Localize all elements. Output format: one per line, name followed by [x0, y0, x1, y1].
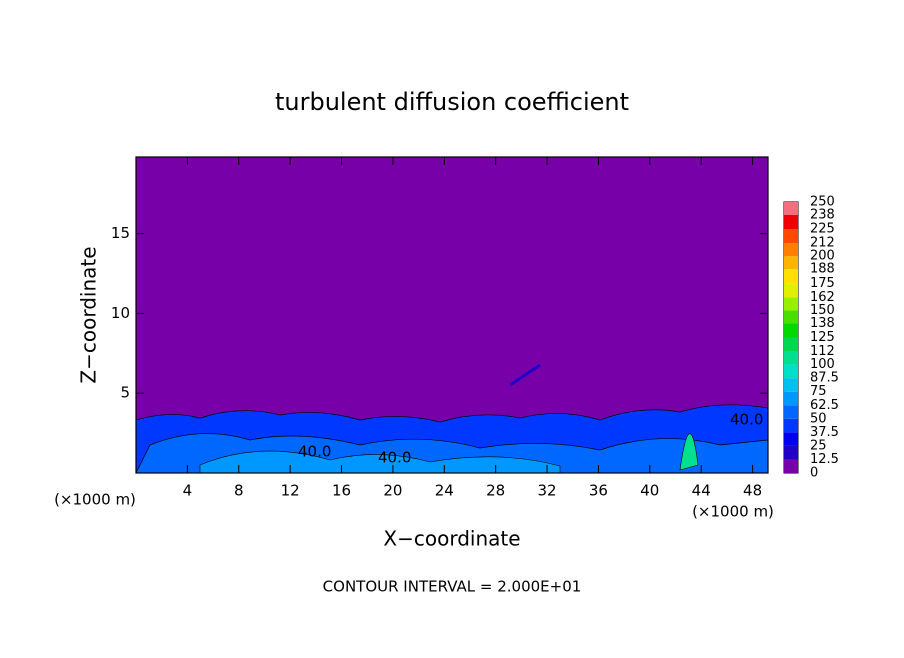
- y-tick-label: 10: [111, 304, 130, 322]
- colorbar-label: 112: [810, 344, 835, 359]
- colorbar-bin: [784, 229, 798, 244]
- colorbar-label: 12.5: [810, 452, 839, 467]
- colorbar-label: 212: [810, 236, 835, 251]
- x-unit: (×1000 m): [692, 503, 774, 521]
- contour-label: 40.0: [730, 411, 763, 429]
- colorbar-bin: [784, 323, 798, 338]
- colorbar-bin: [784, 297, 798, 311]
- x-tick-label: 8: [234, 482, 244, 500]
- x-tick-label: 44: [692, 482, 711, 500]
- x-tick-label: 4: [183, 482, 193, 500]
- field: [136, 157, 768, 473]
- colorbar-bin: [784, 269, 798, 284]
- colorbar-bin: [784, 283, 798, 298]
- colorbar-label: 238: [810, 208, 835, 223]
- colorbar-bin: [784, 202, 798, 216]
- colorbar-bin: [784, 351, 798, 365]
- plot-frame: [135, 156, 769, 474]
- colorbar-bin: [784, 405, 798, 419]
- colorbar-label: 100: [810, 357, 835, 372]
- colorbar-label: 225: [810, 222, 835, 237]
- footnote: CONTOUR INTERVAL = 2.000E+01: [323, 578, 582, 596]
- x-tick-label: 40: [640, 482, 659, 500]
- colorbar-bin: [784, 256, 798, 270]
- colorbar-bin: [784, 445, 798, 460]
- y-axis-label: Z−coordinate: [77, 246, 101, 383]
- x-unit: (×1000 m): [54, 491, 136, 509]
- colorbar-bin: [784, 243, 798, 257]
- field-region: [679, 433, 699, 471]
- colorbar-label: 125: [810, 330, 835, 345]
- colorbar-label: 0: [810, 466, 818, 481]
- colorbar-label: 162: [810, 290, 835, 305]
- contour-label: 40.0: [298, 443, 331, 461]
- colorbar-bin: [784, 459, 798, 473]
- x-axis-label: X−coordinate: [383, 527, 520, 551]
- colorbar-bin: [784, 337, 798, 352]
- y-tick-label: 15: [111, 224, 130, 242]
- contour-label: 40.0: [378, 449, 411, 467]
- colorbar-bin: [784, 432, 798, 446]
- colorbar-label: 175: [810, 276, 835, 291]
- colorbar-bin: [784, 215, 798, 230]
- colorbar-label: 62.5: [810, 398, 839, 413]
- colorbar-label: 250: [810, 195, 835, 210]
- colorbar-label: 25: [810, 438, 827, 453]
- chart-title: turbulent diffusion coefficient: [275, 88, 629, 116]
- colorbar-label: 200: [810, 249, 835, 264]
- colorbar-bin: [784, 391, 798, 406]
- x-tick-label: 32: [538, 482, 557, 500]
- x-tick-label: 48: [743, 482, 762, 500]
- x-tick-label: 20: [383, 482, 402, 500]
- colorbar-label: 188: [810, 262, 835, 277]
- x-tick-label: 28: [486, 482, 505, 500]
- field-region: [509, 363, 541, 387]
- colorbar-label: 75: [810, 384, 827, 399]
- colorbar-bin: [784, 364, 798, 379]
- colorbar-label: 87.5: [810, 371, 839, 386]
- colorbar-bin: [784, 418, 798, 433]
- x-tick-label: 36: [589, 482, 608, 500]
- colorbar-label: 37.5: [810, 425, 839, 440]
- x-tick-label: 12: [281, 482, 300, 500]
- colorbar-label: 50: [810, 411, 827, 426]
- x-tick-label: 16: [332, 482, 351, 500]
- colorbar-label: 150: [810, 303, 835, 318]
- colorbar-label: 138: [810, 316, 835, 331]
- x-tick-label: 24: [435, 482, 454, 500]
- colorbar-bin: [784, 378, 798, 392]
- y-tick-label: 5: [120, 384, 130, 402]
- colorbar-bin: [784, 310, 798, 324]
